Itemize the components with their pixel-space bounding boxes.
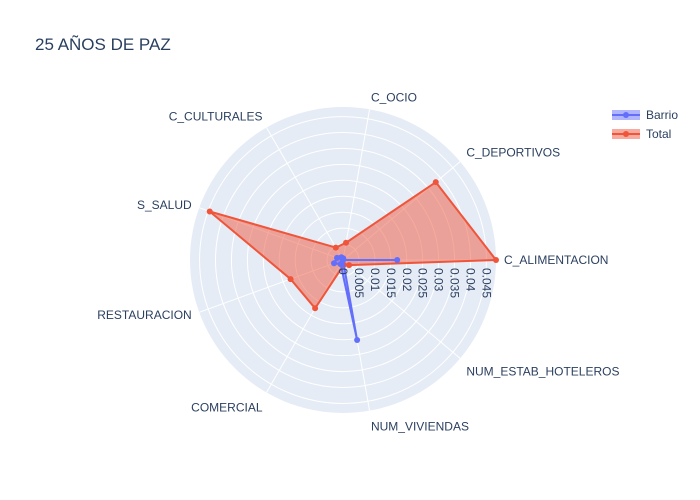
legend-marker (623, 131, 629, 137)
radial-tick-label: 0.035 (448, 268, 462, 298)
data-point-restauracion[interactable] (331, 260, 338, 267)
radial-tick-label: 0.005 (352, 268, 366, 298)
data-point-s_salud[interactable] (206, 208, 213, 215)
data-point-c_culturales[interactable] (332, 244, 339, 251)
radial-tick-label: 0.04 (464, 268, 478, 292)
radial-tick-label: 0.025 (416, 268, 430, 298)
data-point-num_estab_hoteleros[interactable] (340, 257, 346, 263)
radial-tick-label: 0.01 (368, 268, 382, 292)
axis-label-comercial: COMERCIAL (191, 400, 263, 414)
axis-label-c_alimentacion: C_ALIMENTACION (504, 253, 608, 267)
data-point-num_viviendas[interactable] (354, 337, 361, 344)
legend-marker (623, 112, 629, 118)
series-layer (206, 179, 499, 344)
axis-label-restauracion: RESTAURACION (97, 308, 191, 322)
chart-title: 25 AÑOS DE PAZ (35, 35, 171, 54)
axis-label-c_culturales: C_CULTURALES (169, 110, 263, 124)
grid-spoke (266, 127, 344, 261)
radial-tick-label: 0.015 (384, 268, 398, 298)
axis-label-num_viviendas: NUM_VIVIENDAS (371, 420, 469, 434)
legend-item-barrio[interactable]: Barrio (612, 108, 678, 122)
series-barrio (331, 254, 401, 344)
grid-spoke (342, 109, 371, 261)
angular-axis-labels: C_ALIMENTACION C_DEPORTIVOS C_OCIO C_CULTUR… (97, 90, 619, 433)
axis-label-c_deportivos: C_DEPORTIVOS (466, 146, 560, 160)
radial-tick-label: 0.045 (479, 268, 493, 298)
radial-tick-label: 0.03 (432, 268, 446, 292)
radial-tick-label: 0.02 (400, 268, 414, 292)
data-point-restauracion[interactable] (287, 276, 294, 283)
data-point-c_deportivos[interactable] (432, 179, 439, 186)
legend-item-total[interactable]: Total (612, 127, 671, 141)
axis-label-num_estab_hoteleros: NUM_ESTAB_HOTELEROS (466, 364, 619, 378)
grid-spoke (342, 259, 461, 359)
data-point-s_salud[interactable] (334, 254, 341, 261)
radial-tick-label: 0 (336, 268, 350, 275)
radial-tick-labels: 0 0.005 0.01 0.015 0.02 0.025 0.03 0.035 0.04 0.0… (336, 268, 493, 298)
axis-label-c_ocio: C_OCIO (371, 90, 417, 104)
data-point-c_ocio[interactable] (343, 239, 350, 246)
legend-label: Total (646, 127, 671, 141)
data-point-c_alimentacion[interactable] (394, 257, 401, 263)
data-point-num_estab_hoteleros[interactable] (346, 262, 353, 269)
data-point-c_alimentacion[interactable] (493, 257, 499, 263)
axis-label-s_salud: S_SALUD (137, 198, 192, 212)
data-point-comercial[interactable] (312, 305, 319, 312)
legend-label: Barrio (646, 108, 678, 122)
legend[interactable]: Barrio Total (612, 108, 678, 141)
series-total (206, 179, 499, 312)
